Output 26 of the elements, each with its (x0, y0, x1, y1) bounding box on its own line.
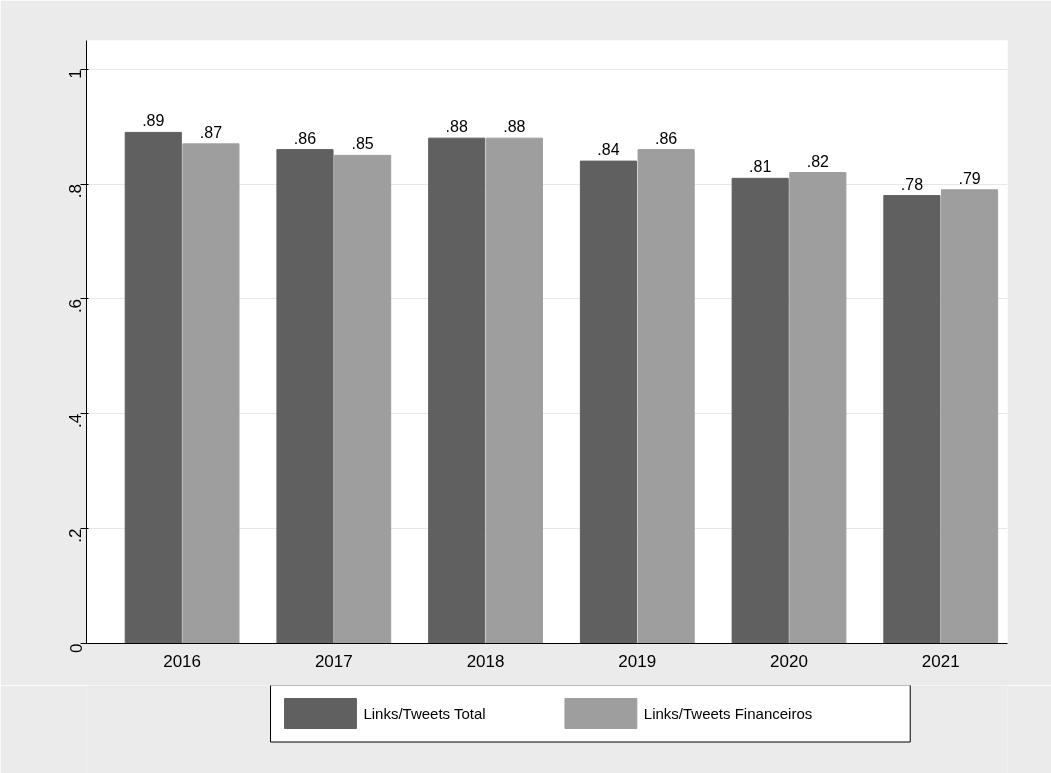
data-label: .86 (293, 129, 317, 147)
y-tick-label: .6 (66, 298, 86, 314)
data-label: .85 (351, 135, 374, 153)
data-label: .79 (958, 169, 981, 187)
data-label: .81 (749, 158, 772, 176)
data-label: .88 (445, 118, 468, 136)
data-label: .88 (503, 118, 526, 136)
data-label: .78 (900, 175, 924, 193)
y-tick-label: 0 (66, 643, 86, 653)
legend-label: Links/Tweets Total (363, 705, 486, 722)
data-label: .82 (806, 152, 830, 170)
y-tick-label: .4 (66, 413, 86, 428)
data-label: .86 (654, 129, 678, 147)
y-tick-label: .2 (66, 528, 86, 543)
x-tick-label: 2018 (466, 651, 505, 671)
legend-label: Links/Tweets Financeiros (643, 705, 813, 722)
data-label: .87 (199, 123, 223, 141)
x-tick-label: 2016 (163, 651, 202, 671)
x-tick-label: 2020 (770, 651, 808, 671)
x-tick-label: 2019 (618, 651, 657, 671)
data-label: .89 (142, 112, 165, 130)
y-tick-label: .8 (66, 184, 86, 199)
data-label: .84 (597, 141, 620, 159)
x-tick-label: 2017 (314, 651, 353, 671)
y-tick-label: 1 (66, 69, 86, 79)
x-tick-label: 2021 (921, 651, 960, 671)
